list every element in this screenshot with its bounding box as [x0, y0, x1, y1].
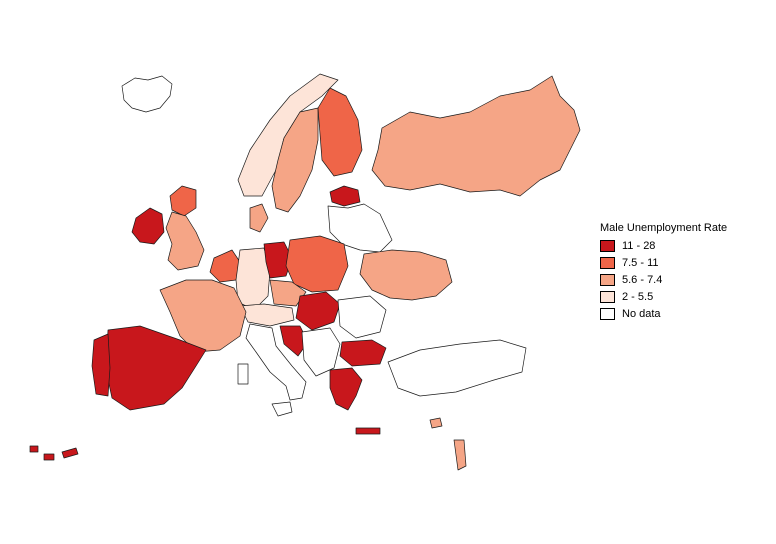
region-russia [371, 75, 581, 197]
legend-title: Male Unemployment Rate [600, 222, 728, 234]
region-scotland [169, 185, 197, 217]
region-ireland [131, 207, 165, 245]
region-israel [453, 439, 467, 471]
region-canary-2 [43, 453, 55, 461]
legend-label: 2 - 5.5 [622, 290, 654, 303]
region-france [159, 279, 247, 353]
legend-item: 2 - 5.5 [600, 288, 770, 305]
region-baltics [327, 203, 393, 253]
region-canary-3 [61, 447, 79, 459]
region-greece [329, 367, 363, 411]
region-iceland [121, 75, 173, 113]
region-ukraine [359, 249, 453, 301]
region-crete [355, 427, 381, 435]
region-england [165, 211, 205, 271]
legend-label: 5.6 - 7.4 [622, 273, 663, 286]
legend-swatch [600, 273, 615, 286]
legend-swatch [600, 290, 615, 303]
region-germany-west [235, 247, 271, 311]
region-bulgaria [339, 339, 387, 367]
region-slovakia-hungary [295, 291, 341, 331]
legend-item: 11 - 28 [600, 237, 770, 254]
region-sardinia [237, 363, 249, 385]
region-alps [239, 303, 295, 327]
map-legend: Male Unemployment Rate 11 - 28 7.5 - 11 … [600, 222, 770, 322]
legend-swatch [600, 256, 615, 269]
region-canary-1 [29, 445, 39, 453]
legend-item: No data [600, 305, 770, 322]
region-estonia [329, 185, 361, 207]
region-sicily [271, 401, 293, 417]
region-portugal [91, 333, 111, 397]
region-germany-east [263, 241, 293, 279]
legend-item: 5.6 - 7.4 [600, 271, 770, 288]
legend-item: 7.5 - 11 [600, 254, 770, 271]
legend-label: 11 - 28 [622, 239, 656, 252]
region-benelux [209, 249, 241, 283]
legend-swatch [600, 239, 615, 252]
region-west-balkans [301, 327, 341, 377]
region-cyprus [429, 417, 443, 429]
region-spain [105, 325, 207, 411]
region-italy [245, 323, 307, 401]
legend-label: No data [622, 307, 661, 320]
legend-swatch [600, 307, 615, 320]
region-turkey [387, 339, 527, 397]
region-poland [285, 235, 349, 293]
region-denmark [249, 203, 269, 233]
region-norway [237, 73, 339, 197]
region-sweden [271, 107, 319, 213]
legend-label: 7.5 - 11 [622, 256, 659, 269]
region-finland [317, 87, 363, 177]
region-romania [337, 295, 387, 339]
